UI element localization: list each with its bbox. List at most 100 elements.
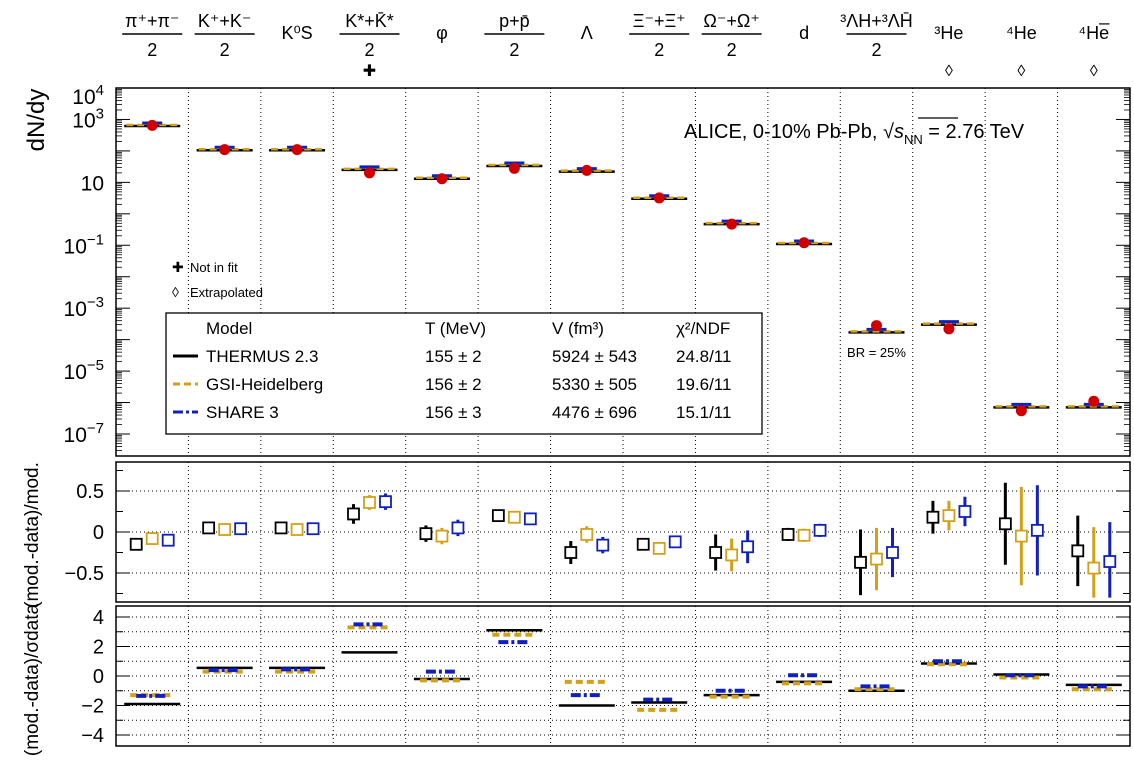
deviation-point — [379, 495, 392, 509]
legend-temperature: 156 ± 2 — [425, 375, 482, 394]
deviation-point — [725, 548, 739, 562]
extrapolated-marker: ◊ — [172, 284, 179, 300]
not-in-fit-label: Not in fit — [190, 260, 238, 275]
deviation-point — [1030, 523, 1044, 537]
y-tick-label: −4 — [81, 725, 104, 747]
particle-marker: ◊ — [1017, 63, 1025, 80]
relative-deviation-panel — [129, 482, 1117, 598]
deviation-point — [636, 537, 650, 551]
legend-model-name: GSI-Heidelberg — [206, 375, 323, 394]
data-point — [219, 144, 231, 156]
legend-temperature: 155 ± 2 — [425, 347, 482, 366]
deviation-point — [523, 512, 537, 526]
legend-model-name: SHARE 3 — [206, 403, 279, 422]
y-tick-label: 10−5 — [64, 357, 104, 384]
data-point — [798, 237, 810, 249]
y-tick-label: 0.5 — [76, 481, 104, 503]
data-point — [1088, 395, 1100, 407]
deviation-point — [363, 496, 376, 509]
particle-label: ⁴He — [1006, 23, 1037, 43]
data-point — [943, 323, 955, 335]
data-point — [436, 173, 448, 185]
particle-label-numerator: K⁺+K⁻ — [198, 11, 252, 31]
not-in-fit-marker: ✚ — [172, 259, 184, 275]
particle-label: Λ — [581, 23, 593, 43]
particle-label-denominator: 2 — [364, 40, 374, 60]
legend-temperature: 156 ± 3 — [425, 403, 482, 422]
particle-label-denominator: 2 — [509, 40, 519, 60]
legend-header: V (fm³) — [552, 319, 604, 338]
data-point — [1015, 405, 1027, 417]
particle-label-denominator: 2 — [654, 40, 664, 60]
deviation-point — [145, 532, 159, 545]
deviation-point — [507, 510, 521, 524]
deviation-point — [668, 535, 682, 549]
y-tick-label: 4 — [93, 607, 104, 629]
deviation-point — [419, 527, 433, 541]
particle-label-numerator: Ω⁻+Ω⁺ — [703, 11, 759, 31]
data-point — [364, 167, 375, 179]
data-point — [146, 119, 158, 131]
particle-marker: ◊ — [945, 63, 953, 80]
extrapolated-label: Extrapolated — [190, 285, 263, 300]
deviation-point — [741, 540, 755, 554]
y-tick-label: 104 — [72, 82, 104, 109]
deviation-point — [234, 522, 248, 536]
y-axis-title-top: dN/dy — [23, 89, 50, 152]
deviation-point — [347, 507, 360, 521]
deviation-point — [926, 510, 940, 524]
data-point — [726, 218, 738, 230]
deviation-point — [290, 523, 304, 536]
top-panel-frame — [115, 87, 1131, 457]
branching-ratio-note: BR = 25% — [847, 345, 906, 360]
deviation-point — [942, 509, 956, 523]
significance-panel — [124, 622, 1122, 712]
data-point — [871, 320, 882, 332]
y-tick-label: 0 — [93, 522, 104, 544]
particle-label-numerator: Ξ⁻+Ξ⁺ — [633, 11, 686, 31]
deviation-point — [958, 505, 972, 518]
deviation-point — [652, 542, 666, 555]
deviation-point — [1103, 555, 1117, 568]
legend-chi2: 19.6/11 — [676, 375, 731, 394]
deviation-point — [129, 537, 143, 551]
particle-label: K⁰S — [281, 23, 312, 43]
deviation-point — [161, 533, 175, 547]
y-tick-label: −0.5 — [65, 563, 104, 585]
data-point — [291, 144, 303, 156]
legend-header: χ²/NDF — [676, 319, 730, 338]
data-point — [653, 192, 665, 204]
deviation-point — [709, 546, 723, 559]
y-axis-title-bottom: (mod.-data)/σdata — [22, 603, 43, 756]
particle-marker: ◊ — [1090, 63, 1098, 80]
deviation-point — [886, 546, 899, 559]
particle-label-numerator: ³ΛH+³ΛH̄ — [840, 11, 913, 31]
y-tick-label: 10−7 — [64, 420, 104, 447]
deviation-point — [596, 538, 610, 552]
yield-panel: BR = 25% — [124, 119, 1122, 417]
y-axis-title-mid: (mod.-data)/mod. — [22, 462, 43, 608]
particle-label: ³He — [934, 23, 963, 43]
legend-header: T (MeV) — [425, 319, 486, 338]
particle-label: ⁴He̅ — [1078, 23, 1110, 43]
deviation-point — [998, 517, 1012, 531]
particle-label-numerator: π⁺+π⁻ — [125, 11, 179, 31]
y-tick-label: 2 — [93, 637, 104, 659]
deviation-point — [854, 555, 867, 569]
y-tick-label: 10 — [81, 172, 104, 195]
legend-volume: 4476 ± 696 — [552, 403, 637, 422]
deviation-point — [491, 509, 505, 523]
y-tick-label: 10−3 — [64, 294, 104, 321]
legend-volume: 5924 ± 543 — [552, 347, 637, 366]
deviation-point — [435, 529, 449, 543]
y-tick-label: −2 — [81, 696, 104, 718]
particle-label-denominator: 2 — [727, 40, 737, 60]
particle-label-numerator: K*+K̄* — [345, 11, 394, 31]
deviation-point — [274, 521, 288, 535]
legend-chi2: 15.1/11 — [676, 403, 731, 422]
deviation-point — [306, 522, 320, 536]
legend: ✚ Not in fit ◊ Extrapolated Model T (MeV) V (f… — [165, 259, 763, 435]
legend-chi2: 24.8/11 — [676, 347, 731, 366]
